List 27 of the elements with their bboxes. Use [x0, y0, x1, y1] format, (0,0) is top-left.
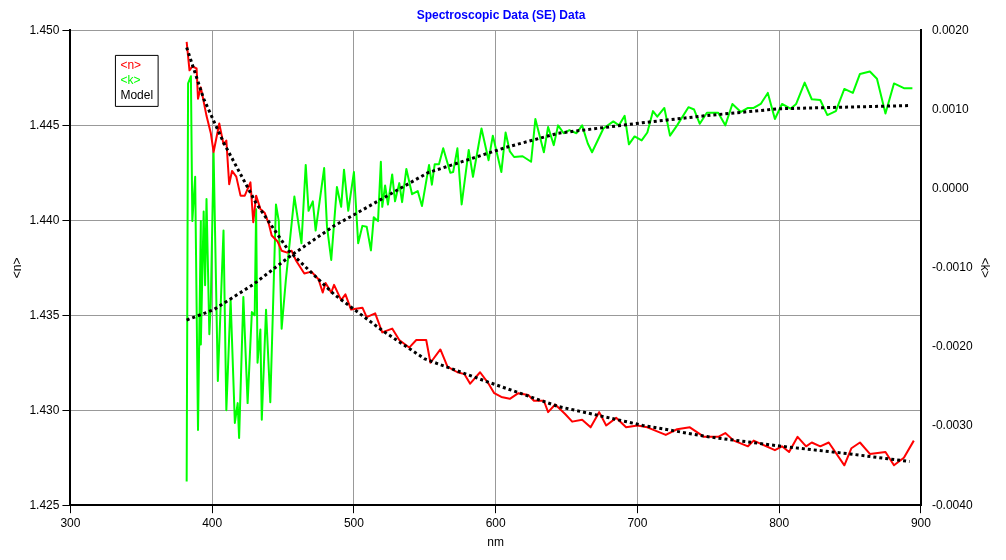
x-axis-title: nm: [487, 535, 504, 550]
y-tick-label: 1.430: [29, 402, 60, 417]
text: <n>: [120, 58, 142, 73]
y2-tick-label: -0.0040: [931, 497, 973, 512]
y2-tick-label: -0.0010: [931, 260, 973, 275]
y2-axis-title: <k>: [978, 257, 993, 278]
x-tick-label: 700: [627, 515, 648, 530]
y2-tick-label: -0.0020: [931, 339, 973, 354]
y-tick-label: 1.450: [29, 22, 60, 37]
text: Model: [120, 88, 154, 103]
x-tick-label: 300: [60, 515, 81, 530]
x-tick-label: 900: [910, 515, 932, 530]
y-tick-label: 1.425: [29, 497, 60, 512]
x-tick-label: 800: [769, 515, 790, 530]
y2-tick-label: -0.0030: [931, 418, 973, 433]
chart-title: Spectroscopic Data (SE) Data: [416, 7, 586, 22]
y-axis-title: <n>: [9, 257, 24, 279]
y2-tick-label: 0.0020: [931, 22, 969, 37]
x-tick-label: 400: [202, 515, 223, 530]
y2-tick-label: 0.0010: [931, 101, 969, 116]
y-tick-label: 1.440: [29, 212, 60, 227]
x-tick-label: 600: [485, 515, 506, 530]
y-tick-label: 1.435: [29, 307, 60, 322]
y-tick-label: 1.445: [29, 117, 60, 132]
text: <k>: [120, 73, 141, 88]
y2-tick-label: 0.0000: [931, 180, 969, 195]
x-tick-label: 500: [343, 515, 365, 530]
